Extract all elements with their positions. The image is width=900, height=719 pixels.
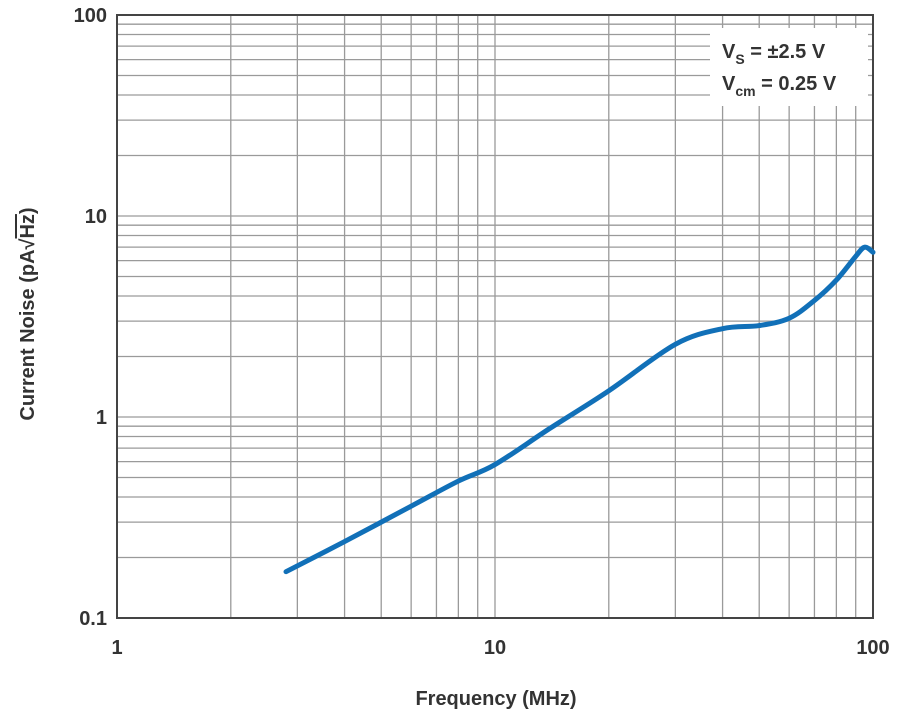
legend-vs-value: = ±2.5 V [745,41,826,63]
y-axis-label-main: Current Noise (pA [17,249,39,420]
legend-vcm-subscript: cm [735,83,755,99]
legend-vcm-symbol: V [722,73,736,95]
legend-entry-vcm: Vcm = 0.25 V [722,73,837,99]
x-tick-label: 1 [111,637,122,659]
legend: VS = ±2.5 V Vcm = 0.25 V [710,28,868,106]
plot-frame [116,14,874,619]
y-axis-label: Current Noise (pA√Hz) [17,207,39,420]
x-tick-label: 10 [484,637,506,659]
y-tick-label: 1 [96,407,107,429]
legend-vs-subscript: S [735,51,744,67]
y-axis-label-close: ) [17,207,39,214]
y-axis-label-radicand: Hz [17,214,39,238]
legend-box [710,28,868,106]
y-tick-label: 10 [85,206,107,228]
legend-vcm-value: = 0.25 V [756,73,837,95]
y-tick-label: 0.1 [79,608,107,630]
legend-entry-vs: VS = ±2.5 V [722,41,826,67]
series-line [283,244,876,575]
x-tick-label: 100 [856,637,889,659]
legend-vs-symbol: V [722,41,736,63]
y-axis-label-radical: √ [17,237,39,249]
x-axis-label: Frequency (MHz) [415,688,576,710]
y-tick-label: 100 [74,5,107,27]
series-layer [283,244,876,575]
